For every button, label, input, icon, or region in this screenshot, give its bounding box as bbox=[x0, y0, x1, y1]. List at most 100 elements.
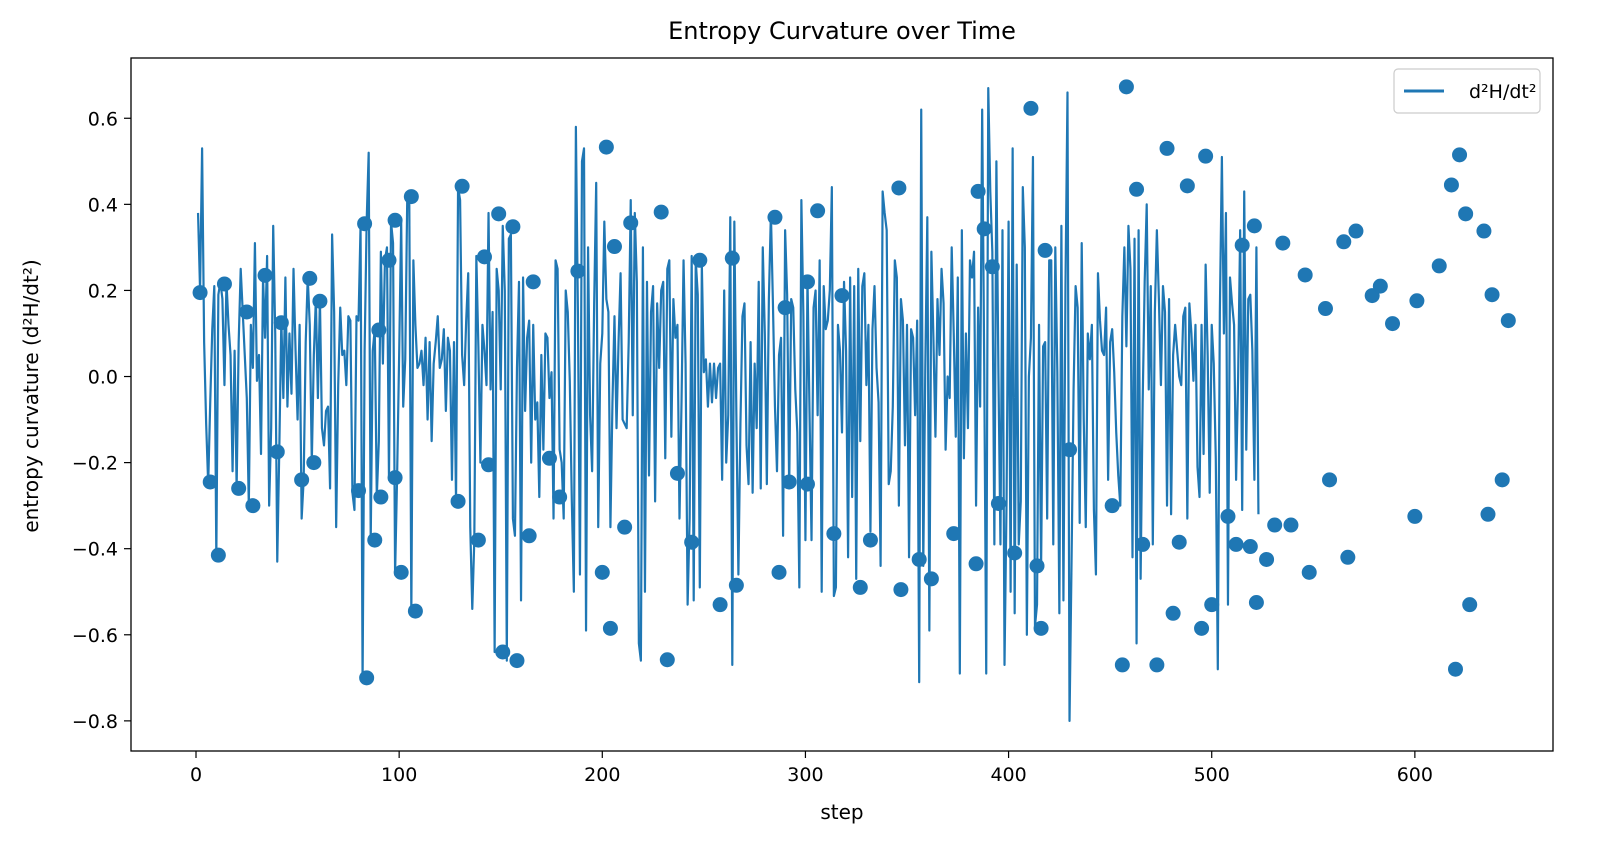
data-point bbox=[273, 315, 289, 331]
x-axis: 0 100 200 300 400 500 600 bbox=[190, 751, 1433, 786]
data-point bbox=[781, 474, 797, 490]
data-point bbox=[239, 304, 255, 320]
y-tick-label: −0.8 bbox=[72, 711, 118, 733]
data-point bbox=[1104, 498, 1120, 514]
data-point bbox=[1458, 206, 1474, 222]
data-point bbox=[454, 178, 470, 194]
data-point bbox=[541, 450, 557, 466]
data-point bbox=[1348, 223, 1364, 239]
data-point bbox=[990, 496, 1006, 511]
data-point bbox=[1033, 620, 1049, 636]
data-point bbox=[509, 653, 525, 669]
data-point bbox=[834, 288, 850, 304]
data-point bbox=[968, 556, 984, 572]
y-tick-label: −0.2 bbox=[72, 453, 118, 475]
data-point bbox=[552, 489, 568, 505]
data-point bbox=[216, 276, 232, 292]
data-point bbox=[1246, 218, 1262, 234]
data-point bbox=[1301, 564, 1317, 580]
data-point bbox=[1476, 223, 1492, 239]
data-point bbox=[202, 474, 218, 490]
data-point bbox=[1129, 181, 1145, 197]
data-point bbox=[669, 465, 685, 481]
data-point bbox=[1259, 551, 1275, 567]
data-point bbox=[521, 528, 537, 544]
data-point bbox=[1204, 597, 1220, 613]
data-point bbox=[302, 270, 318, 286]
data-point bbox=[357, 216, 373, 232]
data-point bbox=[623, 215, 639, 231]
data-point bbox=[476, 249, 492, 265]
data-point bbox=[692, 252, 708, 268]
data-point bbox=[294, 472, 310, 488]
data-point bbox=[893, 582, 909, 598]
data-point bbox=[570, 263, 586, 279]
data-point bbox=[373, 489, 389, 505]
data-point bbox=[1118, 79, 1134, 95]
data-point bbox=[351, 483, 367, 499]
data-point bbox=[1159, 140, 1175, 156]
data-point bbox=[984, 259, 1000, 275]
data-point bbox=[1179, 178, 1195, 194]
data-point bbox=[810, 203, 826, 219]
data-point bbox=[1407, 508, 1423, 524]
data-point bbox=[1372, 278, 1388, 294]
data-point bbox=[1409, 293, 1425, 309]
data-point bbox=[724, 250, 740, 266]
data-point bbox=[1484, 287, 1500, 303]
y-tick-label: 0.0 bbox=[88, 367, 118, 389]
data-point bbox=[1007, 545, 1023, 561]
data-point bbox=[1228, 536, 1244, 552]
data-point bbox=[1452, 147, 1468, 163]
data-point bbox=[367, 532, 383, 548]
data-point bbox=[1462, 597, 1478, 613]
data-point bbox=[617, 519, 633, 535]
data-point bbox=[852, 579, 868, 595]
data-point bbox=[777, 300, 793, 316]
data-point bbox=[403, 189, 419, 205]
data-point bbox=[231, 480, 247, 496]
x-tick-label: 400 bbox=[990, 764, 1026, 786]
data-point bbox=[393, 564, 409, 580]
data-point bbox=[1385, 316, 1401, 332]
data-point bbox=[210, 547, 226, 563]
data-point bbox=[862, 532, 878, 548]
data-point bbox=[1234, 237, 1250, 253]
y-tick-label: −0.4 bbox=[72, 539, 118, 561]
data-point bbox=[312, 293, 328, 309]
data-point bbox=[1317, 301, 1333, 317]
data-point bbox=[728, 577, 744, 593]
legend-label: d²H/dt² bbox=[1469, 81, 1537, 103]
y-tick-label: 0.4 bbox=[88, 194, 118, 216]
y-axis-label: entropy curvature (d²H/dt²) bbox=[19, 259, 43, 532]
data-point bbox=[946, 526, 962, 542]
data-point bbox=[970, 183, 986, 199]
x-tick-label: 0 bbox=[190, 764, 202, 786]
data-point bbox=[684, 534, 700, 550]
data-point bbox=[257, 267, 273, 283]
data-point bbox=[1447, 661, 1463, 677]
x-tick-label: 100 bbox=[381, 764, 417, 786]
data-point bbox=[976, 221, 992, 237]
data-point bbox=[491, 206, 507, 222]
data-point bbox=[606, 239, 622, 255]
data-point bbox=[767, 209, 783, 225]
data-point bbox=[505, 219, 521, 235]
x-tick-label: 600 bbox=[1397, 764, 1433, 786]
data-point bbox=[1165, 605, 1181, 621]
plot-area bbox=[192, 79, 1516, 722]
chart-title: Entropy Curvature over Time bbox=[668, 17, 1016, 45]
data-point bbox=[1340, 549, 1356, 565]
data-point bbox=[1322, 472, 1338, 488]
data-point bbox=[525, 274, 541, 290]
legend-box bbox=[1393, 68, 1541, 114]
legend: d²H/dt² bbox=[1393, 68, 1541, 114]
data-point bbox=[495, 644, 511, 660]
data-point bbox=[1220, 508, 1236, 524]
data-point bbox=[192, 285, 208, 301]
y-tick-label: 0.2 bbox=[88, 280, 118, 302]
data-point bbox=[306, 455, 322, 471]
data-point bbox=[1114, 657, 1130, 673]
data-point bbox=[923, 571, 939, 587]
